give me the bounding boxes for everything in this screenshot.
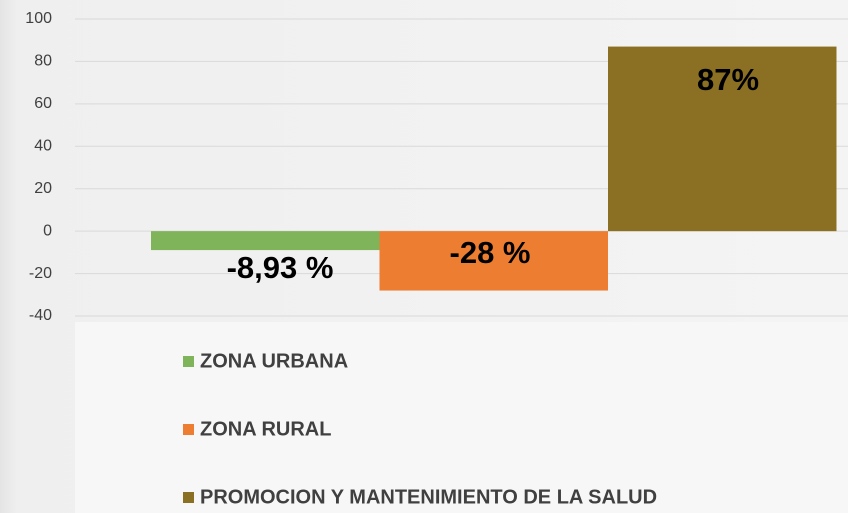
y-tick-label: 100	[25, 10, 52, 27]
data-label: -28 %	[450, 235, 531, 270]
y-tick-label: 60	[34, 95, 52, 112]
legend-area	[75, 322, 848, 513]
legend-swatch	[183, 492, 194, 503]
legend-swatch	[183, 424, 194, 435]
legend-label: ZONA URBANA	[200, 350, 348, 372]
legend-label: ZONA RURAL	[200, 418, 331, 440]
legend-swatch	[183, 356, 194, 367]
bar	[151, 231, 380, 251]
data-label: 87%	[697, 62, 759, 97]
bar	[379, 231, 608, 291]
y-tick-label: 20	[34, 180, 52, 197]
y-tick-label: -20	[29, 265, 52, 282]
legend-label: PROMOCION Y MANTENIMIENTO DE LA SALUD	[200, 486, 657, 508]
y-tick-label: 40	[34, 138, 52, 155]
data-label: -8,93 %	[227, 250, 334, 285]
bar	[608, 46, 837, 232]
y-tick-label: -40	[29, 307, 52, 324]
y-tick-label: 0	[43, 222, 52, 239]
y-tick-label: 80	[34, 53, 52, 70]
